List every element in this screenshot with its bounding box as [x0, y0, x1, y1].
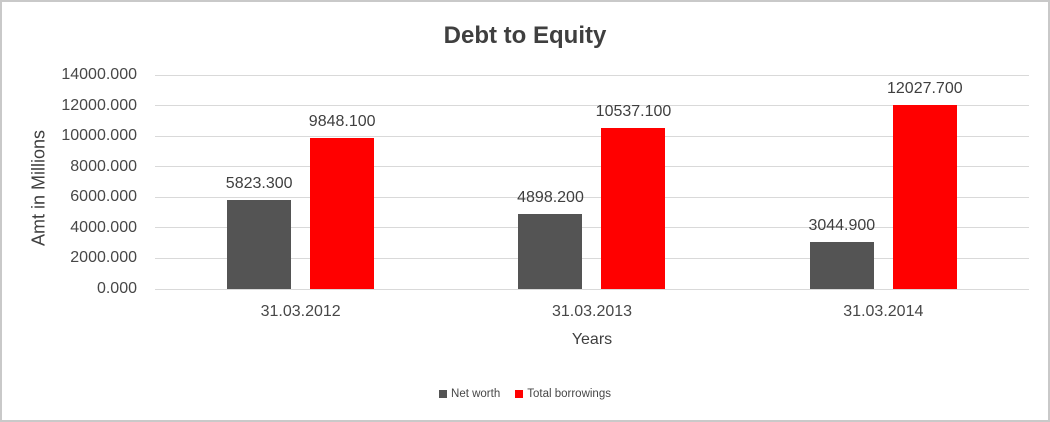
legend-item-net-worth: Net worth: [439, 388, 500, 400]
x-tick-label: 31.03.2014: [843, 303, 924, 320]
legend-swatch-net-worth: [439, 390, 448, 398]
data-label: 9848.100: [308, 113, 376, 131]
y-tick-label: 2000.000: [70, 249, 137, 267]
gridline: [155, 288, 1029, 290]
data-label: 12027.700: [886, 80, 963, 98]
bar-net-worth: 4898.200: [517, 189, 584, 289]
x-tick-label: 31.03.2013: [551, 303, 633, 320]
legend-label: Total borrowings: [527, 388, 611, 400]
x-tick-label: 31.03.2012: [260, 303, 341, 320]
data-label: 3044.900: [808, 217, 876, 235]
x-axis-tick-labels: 31.03.2012 31.03.2013 31.03.2014: [155, 302, 1029, 321]
data-label: 4898.200: [517, 189, 584, 207]
y-tick-label: 8000.000: [70, 157, 137, 175]
gridlines: [155, 74, 1029, 290]
chart-title: Debt to Equity: [443, 22, 607, 49]
bar-total-borrowings: 10537.100: [596, 103, 671, 289]
bar-net-worth: 5823.300: [226, 175, 293, 289]
gridline: [155, 227, 1029, 229]
bar-group: 5823.300 9848.100: [155, 75, 446, 289]
gridline: [155, 257, 1029, 259]
bar-total-borrowings: 9848.100: [309, 113, 376, 289]
gridline: [155, 105, 1029, 107]
legend-item-total-borrowings: Total borrowings: [515, 388, 611, 400]
y-tick-label: 0.000: [96, 280, 137, 297]
bar-groups: 5823.300 9848.100 4898.200 10537.100 3044.90…: [155, 75, 1029, 289]
gridline: [155, 135, 1029, 137]
gridline: [155, 74, 1029, 76]
y-tick-label: 14000.000: [61, 66, 137, 83]
bar-total-borrowings: 12027.700: [887, 80, 963, 289]
y-tick-label: 4000.000: [70, 218, 137, 236]
plot-area: 5823.300 9848.100 4898.200 10537.100 3044.90…: [155, 74, 1029, 290]
bar-group: 4898.200 10537.100: [446, 75, 737, 289]
y-tick-label: 12000.000: [61, 96, 137, 114]
legend-swatch-total-borrowings: [515, 390, 524, 398]
y-tick-label: 10000.000: [61, 127, 137, 145]
y-tick-label: 6000.000: [70, 188, 137, 206]
x-axis-title: Years: [571, 331, 613, 348]
data-label: 10537.100: [595, 102, 672, 120]
bar-net-worth: 3044.900: [808, 217, 875, 289]
legend: Net worth Total borrowings: [2, 388, 1048, 400]
gridline: [155, 196, 1029, 198]
bar-group: 3044.900 12027.700: [738, 75, 1029, 289]
legend-label: Net worth: [451, 388, 501, 400]
gridline: [155, 166, 1029, 168]
data-label: 5823.300: [225, 175, 293, 192]
y-axis-tick-labels: 0.000 2000.000 4000.000 6000.000 8000.000 100…: [2, 66, 137, 297]
